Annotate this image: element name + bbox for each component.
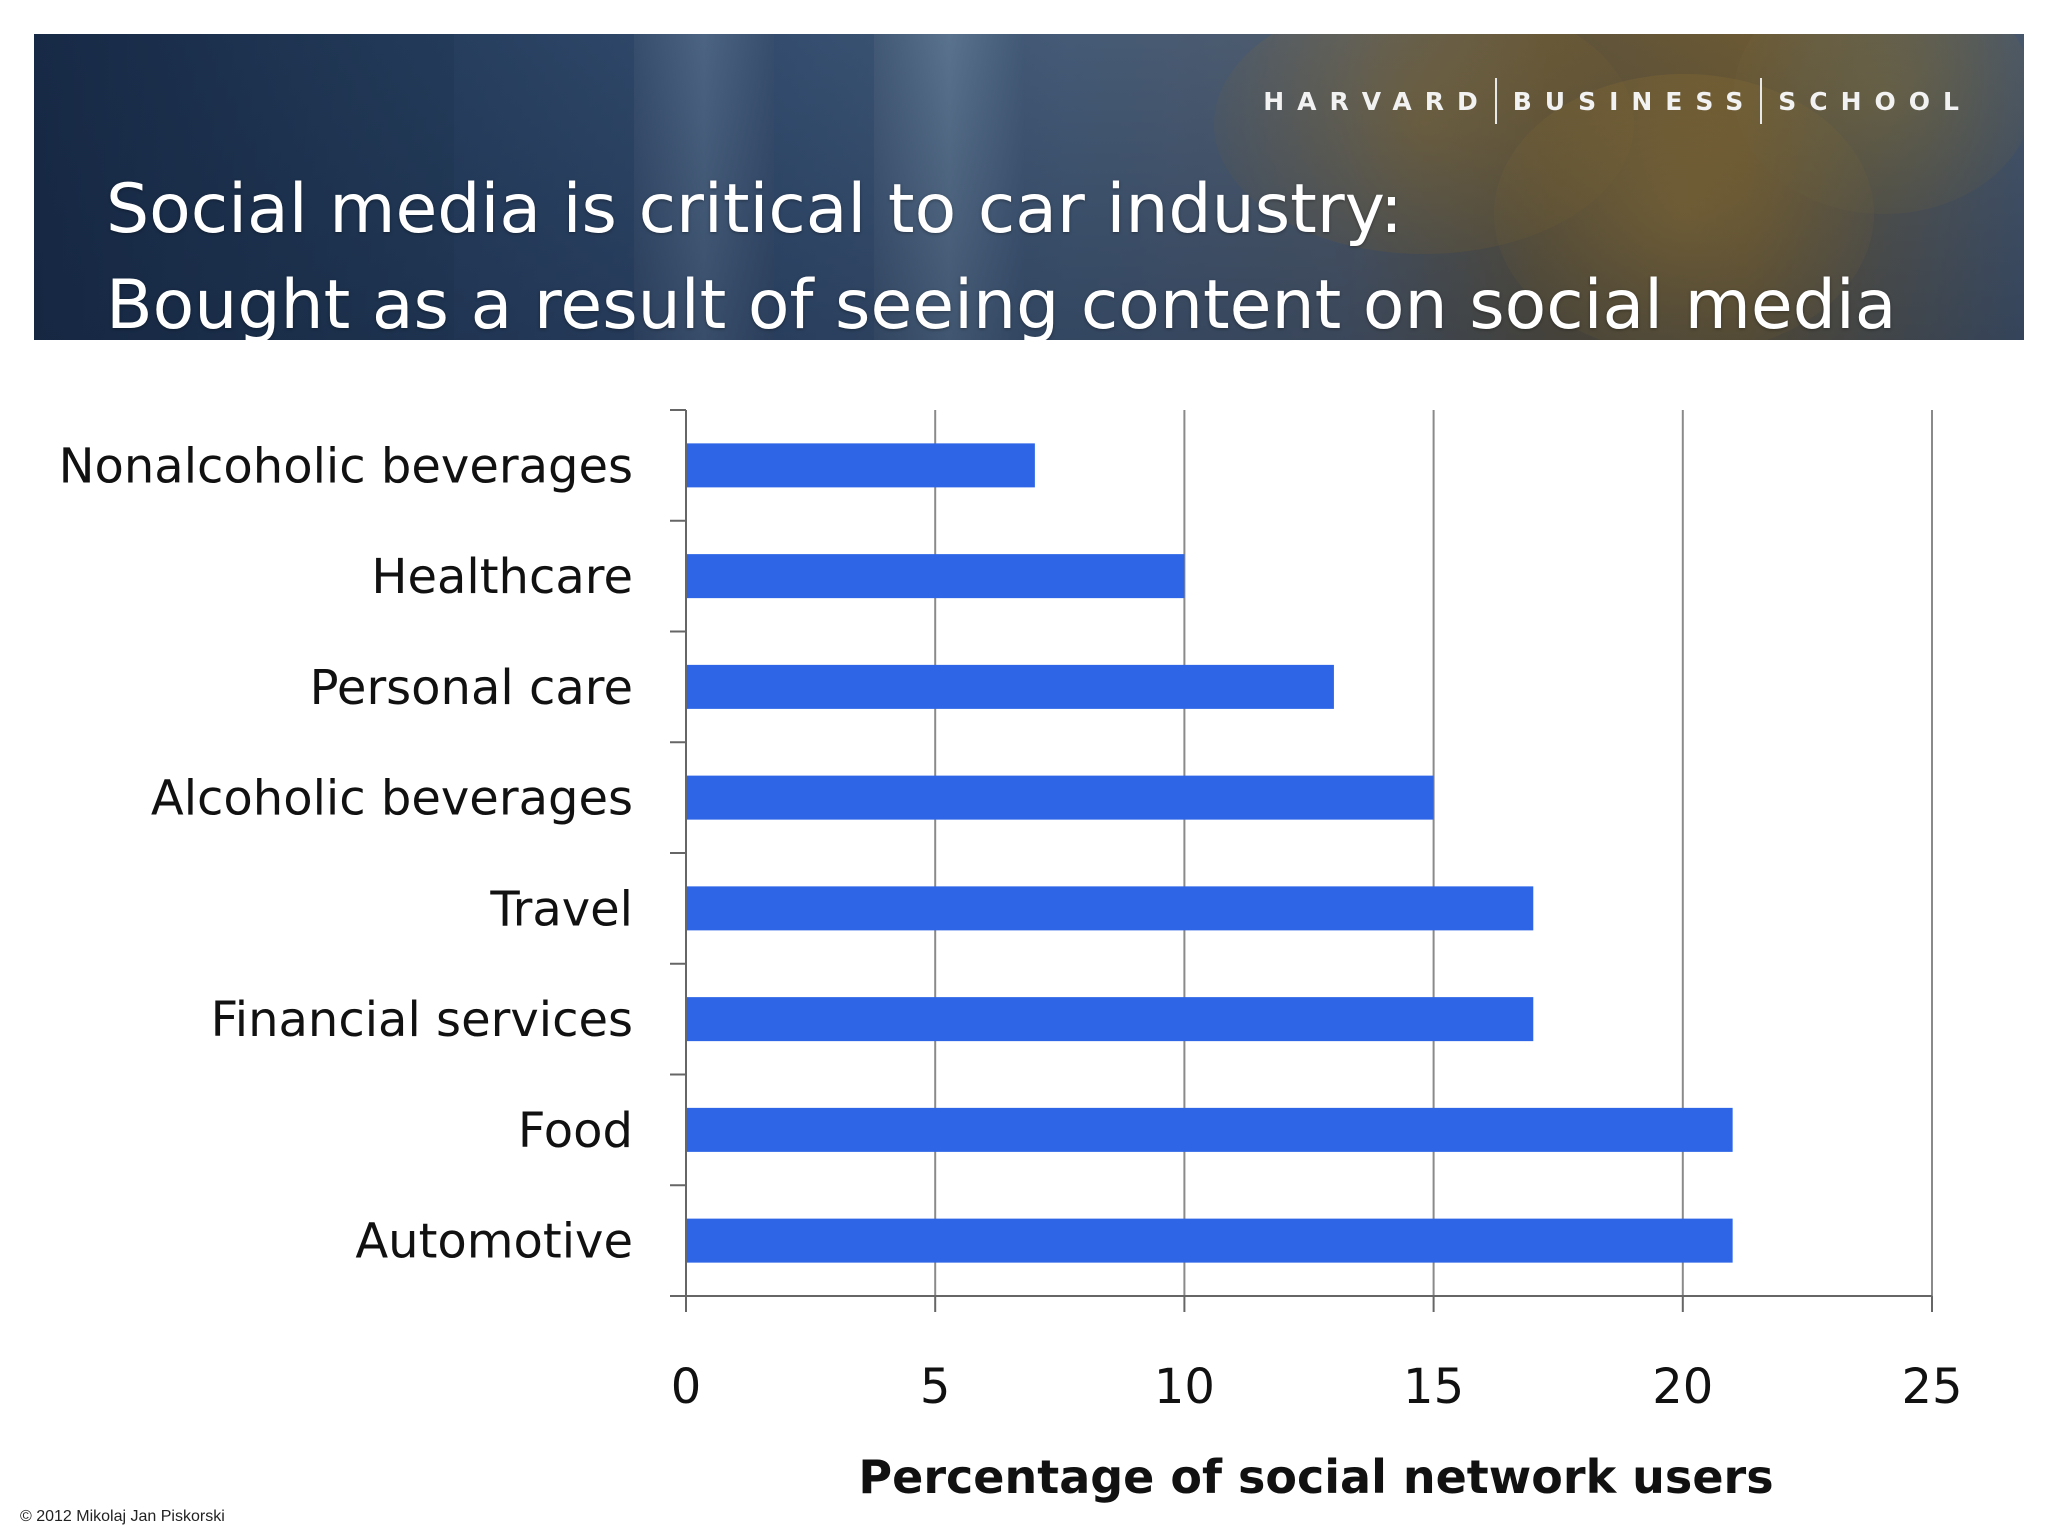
bar <box>686 775 1434 820</box>
x-tick-label: 15 <box>1403 1359 1464 1415</box>
bar <box>686 886 1534 931</box>
category-label: Financial services <box>211 992 633 1048</box>
category-label: Nonalcoholic beverages <box>59 438 633 494</box>
hbs-logo: HARVARD BUSINESS SCHOOL <box>1263 78 1972 124</box>
header-banner: HARVARD BUSINESS SCHOOL Social media is … <box>34 34 2024 340</box>
bar <box>686 554 1185 599</box>
category-label: Food <box>518 1103 633 1159</box>
category-label: Personal care <box>310 660 633 716</box>
x-tick-label: 10 <box>1154 1359 1215 1415</box>
bar <box>686 1218 1733 1263</box>
logo-word-business: BUSINESS <box>1512 86 1757 116</box>
category-label: Alcoholic beverages <box>151 771 633 827</box>
x-tick-label: 20 <box>1652 1359 1713 1415</box>
bar <box>686 997 1534 1042</box>
category-label: Healthcare <box>371 549 633 605</box>
x-tick-label: 0 <box>671 1359 702 1415</box>
title-line-1: Social media is critical to car industry… <box>106 170 1403 249</box>
bar <box>686 664 1334 709</box>
banner-building-shape <box>34 34 454 340</box>
banner-building-shape <box>874 34 1024 340</box>
title-line-2: Bought as a result of seeing content on … <box>106 266 1897 340</box>
logo-word-school: SCHOOL <box>1778 86 1972 116</box>
copyright-notice: © 2012 Mikolaj Jan Piskorski <box>20 1508 225 1525</box>
logo-separator <box>1760 78 1763 124</box>
logo-separator <box>1494 78 1497 124</box>
logo-word-harvard: HARVARD <box>1263 86 1491 116</box>
category-label: Automotive <box>355 1214 633 1270</box>
slide-title: Social media is critical to car industry… <box>106 162 1896 340</box>
banner-building-shape <box>634 34 774 340</box>
bar <box>686 443 1035 488</box>
x-tick-label: 25 <box>1901 1359 1962 1415</box>
bar <box>686 1107 1733 1152</box>
banner-shade <box>34 34 2024 340</box>
category-label: Travel <box>489 881 633 937</box>
x-axis-title: Percentage of social network users <box>858 1450 1773 1504</box>
x-tick-label: 5 <box>920 1359 951 1415</box>
